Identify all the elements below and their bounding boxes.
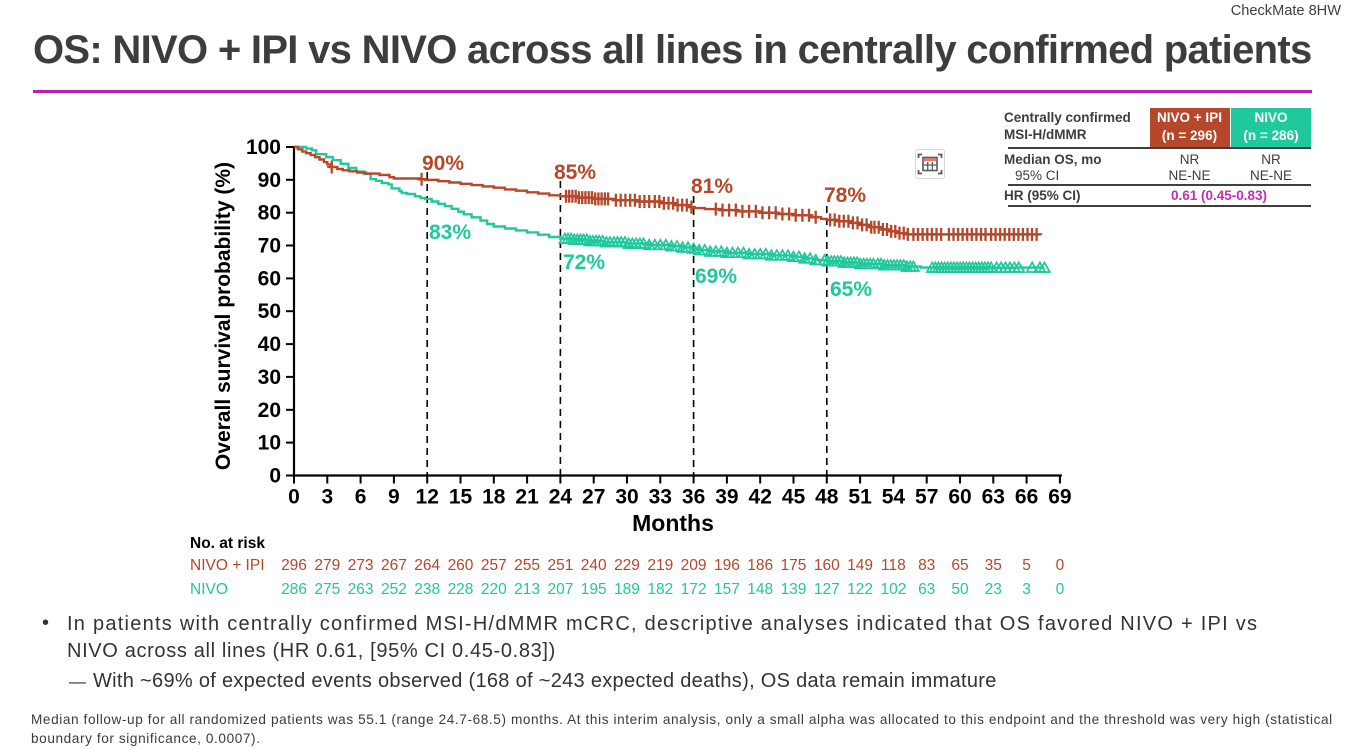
svg-text:81%: 81% xyxy=(691,175,733,198)
svg-text:196: 196 xyxy=(714,557,740,574)
svg-text:60: 60 xyxy=(258,267,281,290)
svg-text:229: 229 xyxy=(614,557,640,574)
svg-text:Overall survival probability (: Overall survival probability (%) xyxy=(212,162,235,470)
svg-text:3: 3 xyxy=(1022,581,1031,598)
svg-text:219: 219 xyxy=(647,557,673,574)
svg-text:3: 3 xyxy=(321,486,333,509)
svg-text:0: 0 xyxy=(1056,557,1065,574)
svg-text:279: 279 xyxy=(314,557,340,574)
svg-text:20: 20 xyxy=(258,399,281,422)
svg-text:157: 157 xyxy=(714,581,740,598)
svg-text:195: 195 xyxy=(581,581,607,598)
svg-text:209: 209 xyxy=(681,557,707,574)
svg-text:23: 23 xyxy=(985,581,1002,598)
svg-text:228: 228 xyxy=(448,581,474,598)
svg-text:39: 39 xyxy=(715,486,738,509)
svg-text:33: 33 xyxy=(649,486,672,509)
svg-text:65%: 65% xyxy=(830,278,872,301)
svg-text:40: 40 xyxy=(258,333,281,356)
svg-text:21: 21 xyxy=(515,486,539,509)
svg-text:24: 24 xyxy=(549,486,573,509)
svg-text:260: 260 xyxy=(448,557,474,574)
svg-text:252: 252 xyxy=(381,581,407,598)
svg-text:45: 45 xyxy=(782,486,806,509)
svg-text:122: 122 xyxy=(847,581,873,598)
svg-text:102: 102 xyxy=(880,581,906,598)
svg-text:264: 264 xyxy=(414,557,440,574)
svg-text:18: 18 xyxy=(482,486,506,509)
svg-text:5: 5 xyxy=(1022,557,1031,574)
svg-text:100: 100 xyxy=(246,136,281,159)
svg-text:78%: 78% xyxy=(824,184,866,207)
svg-text:50: 50 xyxy=(951,581,969,598)
svg-text:127: 127 xyxy=(814,581,840,598)
svg-text:267: 267 xyxy=(381,557,407,574)
svg-text:139: 139 xyxy=(781,581,807,598)
svg-text:9: 9 xyxy=(388,486,400,509)
svg-text:NIVO + IPI: NIVO + IPI xyxy=(190,557,265,574)
svg-text:NIVO: NIVO xyxy=(190,581,228,598)
svg-text:175: 175 xyxy=(781,557,807,574)
svg-text:148: 148 xyxy=(747,581,773,598)
svg-text:0: 0 xyxy=(269,465,281,488)
svg-text:213: 213 xyxy=(514,581,540,598)
svg-text:0: 0 xyxy=(288,486,300,509)
svg-text:90%: 90% xyxy=(422,152,464,175)
svg-text:286: 286 xyxy=(281,581,307,598)
svg-text:160: 160 xyxy=(814,557,840,574)
svg-text:51: 51 xyxy=(848,486,872,509)
svg-text:54: 54 xyxy=(882,486,906,509)
svg-text:36: 36 xyxy=(682,486,705,509)
svg-text:15: 15 xyxy=(449,486,473,509)
svg-text:30: 30 xyxy=(258,366,281,389)
svg-text:172: 172 xyxy=(681,581,707,598)
svg-text:60: 60 xyxy=(948,486,971,509)
svg-text:83%: 83% xyxy=(429,221,471,244)
svg-text:30: 30 xyxy=(615,486,638,509)
svg-text:57: 57 xyxy=(915,486,938,509)
svg-text:257: 257 xyxy=(481,557,507,574)
svg-text:182: 182 xyxy=(647,581,673,598)
svg-text:90: 90 xyxy=(258,169,281,192)
svg-text:189: 189 xyxy=(614,581,640,598)
svg-text:35: 35 xyxy=(985,557,1002,574)
svg-text:275: 275 xyxy=(314,581,340,598)
svg-text:207: 207 xyxy=(547,581,573,598)
svg-text:83: 83 xyxy=(918,557,935,574)
svg-text:273: 273 xyxy=(348,557,374,574)
svg-text:No. at risk: No. at risk xyxy=(190,535,265,552)
svg-text:296: 296 xyxy=(281,557,307,574)
svg-text:240: 240 xyxy=(581,557,607,574)
svg-text:48: 48 xyxy=(815,486,839,509)
svg-text:69%: 69% xyxy=(695,265,737,288)
svg-text:12: 12 xyxy=(416,486,439,509)
svg-text:Months: Months xyxy=(632,510,714,536)
svg-text:69: 69 xyxy=(1048,486,1071,509)
svg-text:63: 63 xyxy=(982,486,1005,509)
svg-text:80: 80 xyxy=(258,202,281,225)
svg-text:118: 118 xyxy=(881,557,906,574)
svg-text:0: 0 xyxy=(1056,581,1065,598)
svg-text:63: 63 xyxy=(918,581,935,598)
svg-text:50: 50 xyxy=(258,300,281,323)
svg-text:42: 42 xyxy=(749,486,772,509)
svg-text:27: 27 xyxy=(582,486,605,509)
svg-text:6: 6 xyxy=(355,486,367,509)
svg-text:186: 186 xyxy=(747,557,773,574)
svg-text:251: 251 xyxy=(547,557,573,574)
svg-text:238: 238 xyxy=(414,581,440,598)
svg-text:85%: 85% xyxy=(554,161,596,184)
svg-text:149: 149 xyxy=(847,557,873,574)
svg-text:72%: 72% xyxy=(563,251,605,274)
svg-text:70: 70 xyxy=(258,235,281,258)
svg-text:10: 10 xyxy=(258,432,281,455)
svg-text:263: 263 xyxy=(348,581,374,598)
svg-text:66: 66 xyxy=(1015,486,1038,509)
svg-text:220: 220 xyxy=(481,581,507,598)
svg-text:65: 65 xyxy=(951,557,968,574)
svg-text:255: 255 xyxy=(514,557,540,574)
